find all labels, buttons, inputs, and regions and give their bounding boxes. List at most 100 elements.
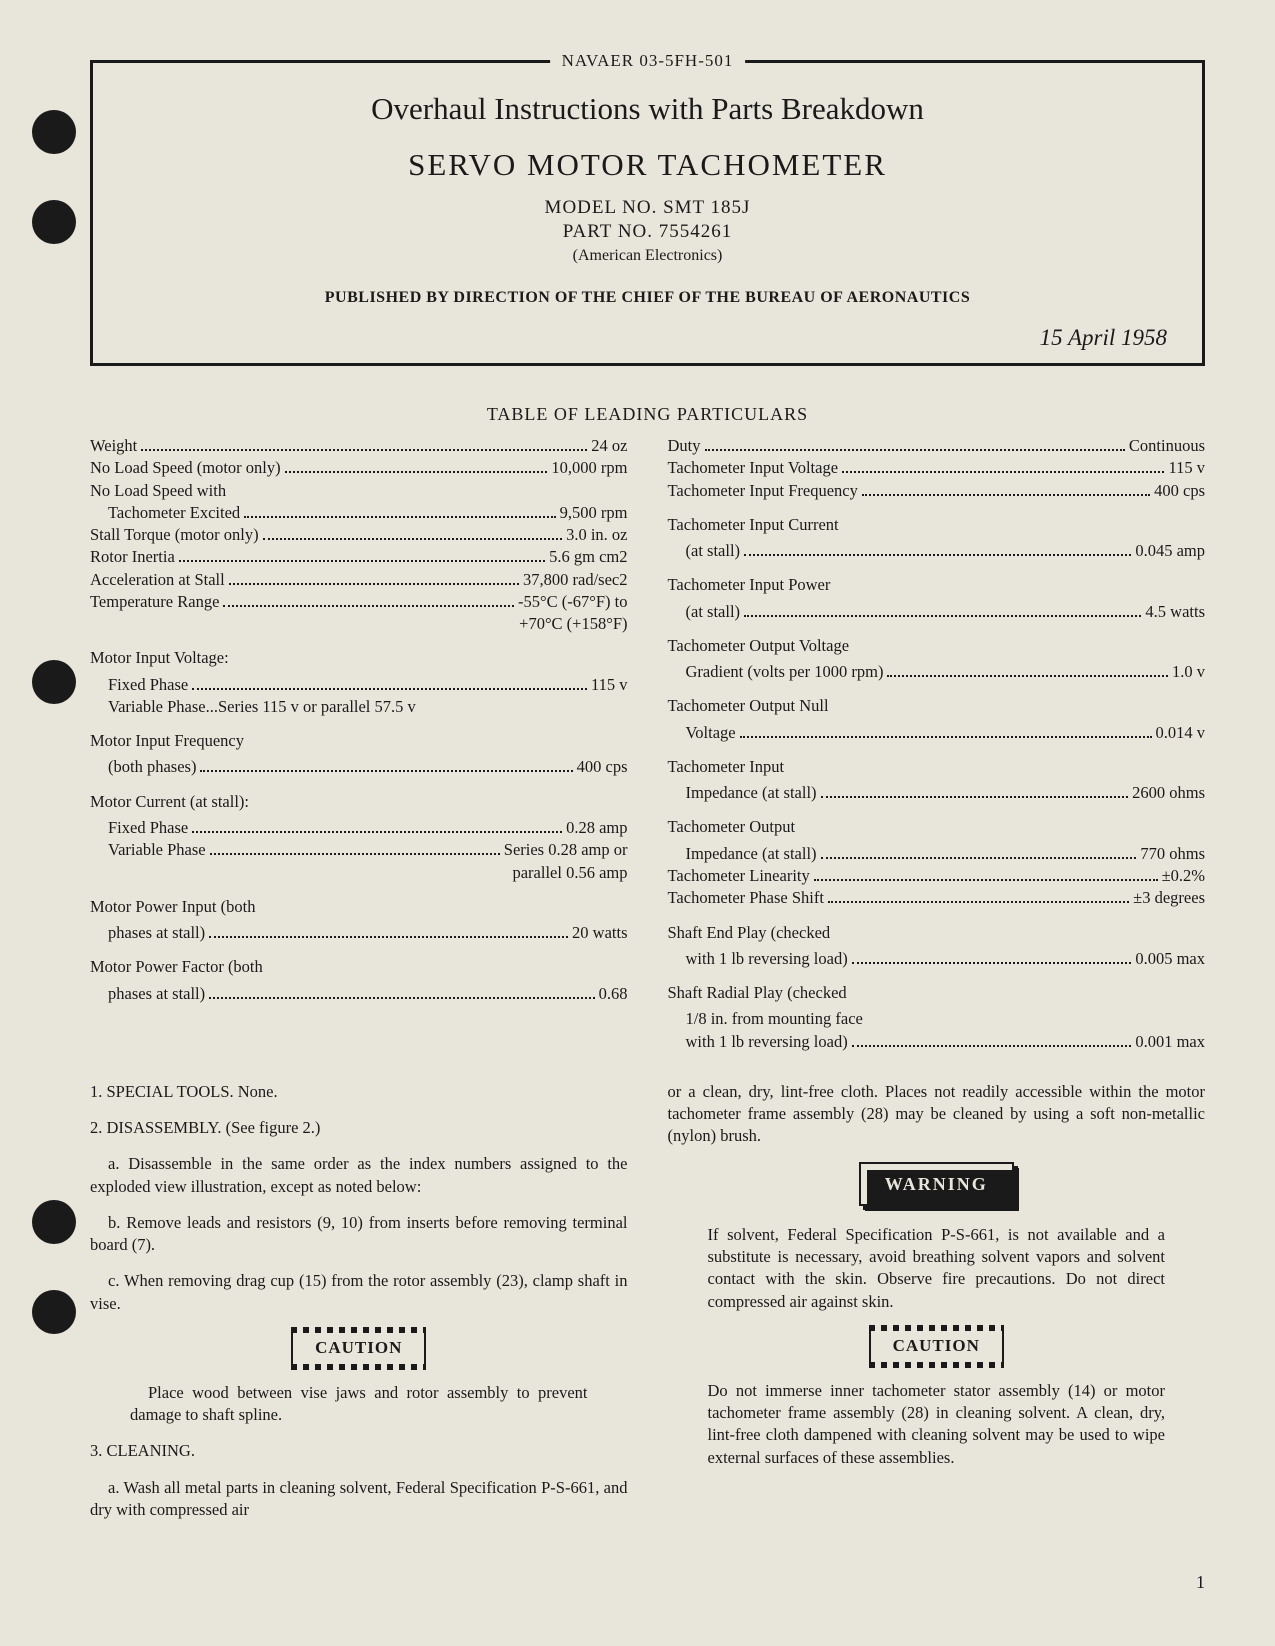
spec-row: Impedance (at stall)770 ohms <box>668 843 1206 865</box>
spec-row: Tachometer Input Frequency400 cps <box>668 480 1206 502</box>
spec-label: Weight <box>90 435 137 457</box>
spec-heading: Shaft Radial Play (checked <box>668 982 1206 1004</box>
spec-value: 400 cps <box>1154 480 1205 502</box>
spec-value: 24 oz <box>591 435 627 457</box>
spec-row: Acceleration at Stall37,800 rad/sec2 <box>90 569 628 591</box>
spec-label: Stall Torque (motor only) <box>90 524 259 546</box>
spec-row: Fixed Phase 115 v <box>90 674 628 696</box>
spec-value: ±0.2% <box>1162 865 1205 887</box>
spec-row: Tachometer Excited9,500 rpm <box>90 502 628 524</box>
spec-continuation: parallel 0.56 amp <box>90 862 628 884</box>
spec-value: 2600 ohms <box>1132 782 1205 804</box>
spec-row: with 1 lb reversing load) 0.001 max <box>668 1031 1206 1053</box>
spec-value: 0.68 <box>599 983 628 1005</box>
caution-callout: CAUTION <box>90 1329 628 1368</box>
punch-hole <box>32 200 76 244</box>
spec-label: phases at stall) <box>108 983 205 1005</box>
spec-label: Acceleration at Stall <box>90 569 225 591</box>
leader-dots <box>821 847 1137 859</box>
spec-row: Fixed Phase0.28 amp <box>90 817 628 839</box>
spec-heading: Motor Current (at stall): <box>90 791 628 813</box>
punch-hole <box>32 660 76 704</box>
leader-dots <box>744 605 1141 617</box>
punch-hole <box>32 1290 76 1334</box>
table-title: TABLE OF LEADING PARTICULARS <box>90 404 1205 425</box>
caution-box: CAUTION <box>291 1329 426 1368</box>
spec-label: 1/8 in. from mounting face <box>686 1008 863 1030</box>
spec-label: Duty <box>668 435 701 457</box>
leader-dots <box>192 678 587 690</box>
warning-box: WARNING <box>859 1162 1014 1206</box>
body-text: 1. SPECIAL TOOLS. None.2. DISASSEMBLY. (… <box>90 1081 1205 1535</box>
body-paragraph: c. When removing drag cup (15) from the … <box>90 1270 628 1315</box>
leader-dots <box>821 786 1129 798</box>
spec-value: 3.0 in. oz <box>566 524 627 546</box>
leader-dots <box>209 926 568 938</box>
spec-value: ±3 degrees <box>1133 887 1205 909</box>
spec-value: 115 v <box>591 674 628 696</box>
spec-row: Tachometer Input Voltage115 v <box>668 457 1206 479</box>
caution-box: CAUTION <box>869 1327 1004 1366</box>
spec-value: 20 watts <box>572 922 627 944</box>
leader-dots <box>740 726 1152 738</box>
body-right-column: or a clean, dry, lint-free cloth. Places… <box>668 1081 1206 1535</box>
spec-row: with 1 lb reversing load) 0.005 max <box>668 948 1206 970</box>
spec-heading: Tachometer Output <box>668 816 1206 838</box>
spec-row: Tachometer Linearity ±0.2% <box>668 865 1206 887</box>
body-paragraph: Do not immerse inner tachometer stator a… <box>668 1380 1206 1469</box>
spec-label: Fixed Phase <box>108 674 188 696</box>
spec-heading: Tachometer Output Voltage <box>668 635 1206 657</box>
leader-dots <box>192 821 562 833</box>
spec-label: phases at stall) <box>108 922 205 944</box>
body-paragraph: Place wood between vise jaws and rotor a… <box>90 1382 628 1427</box>
spec-value: Series 115 v or parallel 57.5 v <box>218 696 416 718</box>
specs-left-column: Weight24 ozNo Load Speed (motor only)10,… <box>90 435 628 1053</box>
title-main: Overhaul Instructions with Parts Breakdo… <box>128 91 1167 127</box>
spec-row: phases at stall) 20 watts <box>90 922 628 944</box>
spec-value: 5.6 gm cm2 <box>549 546 627 568</box>
body-paragraph: 1. SPECIAL TOOLS. None. <box>90 1081 628 1103</box>
spec-row: Variable PhaseSeries 0.28 amp or <box>90 839 628 861</box>
part-number: PART NO. 7554261 <box>128 221 1167 243</box>
spec-label: with 1 lb reversing load) <box>686 948 848 970</box>
leader-dots <box>852 952 1132 964</box>
specs-right-column: Duty ContinuousTachometer Input Voltage11… <box>668 435 1206 1053</box>
leader-dots <box>179 550 545 562</box>
spec-label: Fixed Phase <box>108 817 188 839</box>
page: NAVAER 03-5FH-501 Overhaul Instructions … <box>90 40 1205 1535</box>
spec-label: (both phases) <box>108 756 196 778</box>
leader-dots <box>814 869 1158 881</box>
title-box: NAVAER 03-5FH-501 Overhaul Instructions … <box>90 60 1205 366</box>
spec-value: Continuous <box>1129 435 1205 457</box>
leader-dots <box>828 891 1129 903</box>
leader-dots <box>744 544 1131 556</box>
spec-value: 1.0 v <box>1172 661 1205 683</box>
leader-dots <box>141 439 587 451</box>
spec-row: (at stall)0.045 amp <box>668 540 1206 562</box>
spec-row: Temperature Range-55°C (-67°F) to <box>90 591 628 613</box>
title-sub: SERVO MOTOR TACHOMETER <box>128 147 1167 183</box>
spec-row: No Load Speed with <box>90 480 628 502</box>
body-paragraph: or a clean, dry, lint-free cloth. Places… <box>668 1081 1206 1148</box>
spec-value: 0.014 v <box>1156 722 1206 744</box>
spec-value: 4.5 watts <box>1145 601 1205 623</box>
spec-heading: Motor Power Input (both <box>90 896 628 918</box>
leader-dots <box>209 987 594 999</box>
spec-label: Tachometer Linearity <box>668 865 810 887</box>
spec-value: 0.001 max <box>1135 1031 1205 1053</box>
spec-heading: Motor Input Voltage: <box>90 647 628 669</box>
spec-value: 9,500 rpm <box>560 502 628 524</box>
spec-value: 10,000 rpm <box>551 457 627 479</box>
punch-hole <box>32 1200 76 1244</box>
body-paragraph: a. Wash all metal parts in cleaning solv… <box>90 1477 628 1522</box>
spec-value: 0.005 max <box>1135 948 1205 970</box>
spec-row: Duty Continuous <box>668 435 1206 457</box>
spec-label: with 1 lb reversing load) <box>686 1031 848 1053</box>
specs-columns: Weight24 ozNo Load Speed (motor only)10,… <box>90 435 1205 1053</box>
published-by: PUBLISHED BY DIRECTION OF THE CHIEF OF T… <box>128 289 1167 307</box>
spec-row: Weight 24 oz <box>90 435 628 457</box>
spec-value: 400 cps <box>577 756 628 778</box>
page-number: 1 <box>1196 1572 1205 1593</box>
spec-label: (at stall) <box>686 601 741 623</box>
spec-row: Gradient (volts per 1000 rpm)1.0 v <box>668 661 1206 683</box>
